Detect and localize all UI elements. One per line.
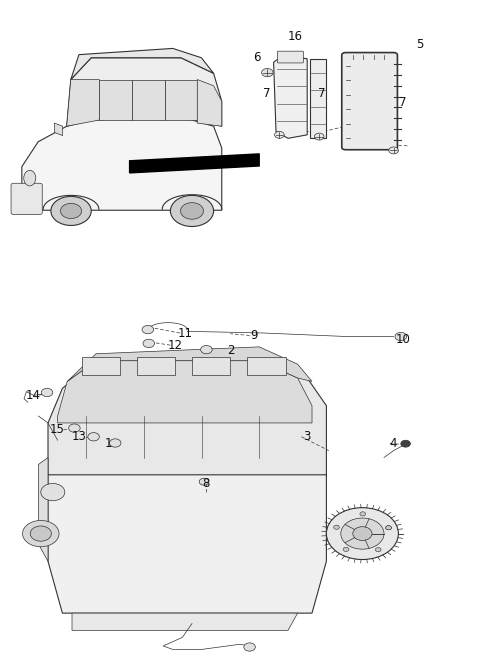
Polygon shape [58,360,312,423]
FancyBboxPatch shape [277,51,303,63]
Circle shape [314,133,324,140]
Text: 7: 7 [263,87,270,100]
Text: 14: 14 [26,389,41,402]
Polygon shape [197,80,222,126]
Polygon shape [71,49,214,80]
Polygon shape [130,154,259,173]
Polygon shape [274,55,307,138]
Circle shape [30,526,51,541]
Polygon shape [247,357,286,374]
Polygon shape [82,357,120,374]
Polygon shape [132,80,165,120]
Text: 3: 3 [303,430,311,444]
Text: 9: 9 [251,329,258,342]
Circle shape [51,196,91,225]
Circle shape [199,478,209,485]
Polygon shape [38,458,48,561]
Circle shape [88,433,99,441]
Circle shape [201,346,212,354]
Circle shape [109,439,121,447]
Text: 5: 5 [416,39,424,51]
Circle shape [41,388,53,396]
Ellipse shape [24,170,36,186]
Text: 4: 4 [390,437,397,450]
Polygon shape [72,613,298,630]
Polygon shape [48,458,326,613]
Circle shape [275,132,284,138]
Text: 12: 12 [168,338,183,352]
FancyBboxPatch shape [342,53,397,150]
Circle shape [385,526,391,530]
Circle shape [143,339,155,348]
Circle shape [244,643,255,651]
Circle shape [262,68,273,76]
Polygon shape [310,59,326,138]
Circle shape [334,525,339,529]
Polygon shape [67,58,222,126]
Circle shape [360,512,366,516]
Circle shape [60,203,82,219]
Polygon shape [192,357,230,374]
Polygon shape [55,123,62,136]
Text: 10: 10 [396,333,410,346]
Circle shape [385,526,391,530]
Polygon shape [99,80,132,120]
Circle shape [170,196,214,227]
Text: 7: 7 [318,87,325,100]
Circle shape [69,424,80,432]
Polygon shape [67,347,312,382]
Circle shape [142,325,154,334]
Text: 11: 11 [177,327,192,340]
Polygon shape [67,80,99,126]
Polygon shape [137,357,175,374]
Text: 13: 13 [72,430,86,444]
Circle shape [343,547,349,551]
Circle shape [23,521,59,547]
Circle shape [353,527,372,541]
Text: 7: 7 [399,96,407,108]
Circle shape [41,483,65,501]
FancyBboxPatch shape [11,184,42,214]
Polygon shape [22,117,222,210]
Circle shape [326,507,398,559]
Text: 15: 15 [50,424,65,436]
Text: 16: 16 [288,30,303,43]
Polygon shape [165,80,197,120]
Circle shape [375,548,381,552]
Text: 8: 8 [203,477,210,490]
Circle shape [180,203,204,219]
Text: 1: 1 [104,437,112,450]
Circle shape [395,332,407,340]
Text: 6: 6 [253,51,261,64]
Polygon shape [48,354,326,475]
Circle shape [389,147,398,154]
Circle shape [341,518,384,549]
Circle shape [401,440,410,447]
Text: 2: 2 [227,344,234,357]
